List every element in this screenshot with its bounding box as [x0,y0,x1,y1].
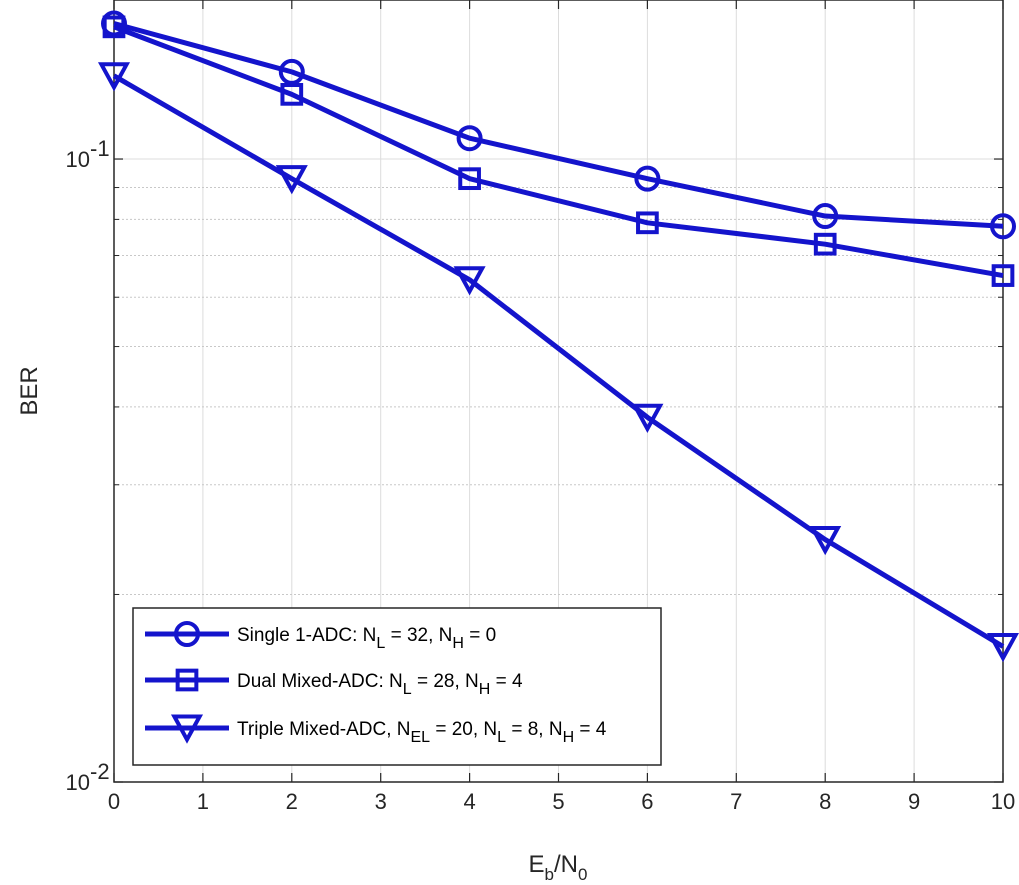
legend-label-text: = 20, N [430,719,497,740]
legend-label: Triple Mixed-ADC, NEL = 20, NL = 8, NH =… [237,719,607,746]
legend-label-text: = 32, N [385,625,452,646]
triangle-down-marker [453,266,486,296]
x-axis-label: Eb/N0 [529,851,588,884]
x-tick-label: 3 [375,789,387,814]
x-tick-label: 8 [819,789,831,814]
legend-label: Single 1-ADC: NL = 32, NH = 0 [237,625,496,652]
triangle-down-marker [809,526,842,556]
x-tick-label: 10 [991,789,1015,814]
x-tick-label: 7 [730,789,742,814]
legend-label-text: Single 1-ADC: N [237,625,376,646]
legend-label-subscript: H [563,729,575,746]
square-marker [813,232,837,256]
square-marker [458,167,481,191]
legend-label-text: Triple Mixed-ADC, N [237,719,411,740]
x-tick-label: 6 [641,789,653,814]
x-axis-label-sep: /N [554,851,578,878]
legend-label-subscript: L [403,681,412,698]
series-line [113,24,1004,279]
legend-item: Dual Mixed-ADC: NL = 28, NH = 4 [145,668,523,698]
series-line [113,21,1004,229]
circle-marker [990,213,1016,240]
legend-label-subscript: EL [411,729,431,746]
y-tick-label: 10 [66,147,90,172]
circle-marker [812,203,839,230]
x-axis-label-main: E [529,851,545,878]
x-tick-label: 2 [286,789,298,814]
x-axis-label-sub1: b [545,865,554,884]
legend-item: Single 1-ADC: NL = 32, NH = 0 [145,621,496,652]
legend-label-text: = 8, N [506,719,563,740]
legend-label-subscript: L [497,729,506,746]
square-marker [280,83,304,106]
triangle-down-marker [170,714,204,744]
legend-label-subscript: H [452,635,464,652]
series-line [112,73,1005,649]
circle-marker [174,621,200,647]
circle-marker [634,165,661,192]
series-3 [97,62,1019,663]
square-marker [636,211,659,235]
circle-marker [278,58,305,85]
x-tick-label: 5 [552,789,564,814]
triangle-down-marker [986,632,1019,663]
y-tick-label: 10 [66,770,90,795]
legend-item: Triple Mixed-ADC, NEL = 20, NL = 8, NH =… [145,714,607,746]
y-tick-label-exponent: -2 [90,759,110,784]
legend-label-text: = 4 [490,671,523,692]
x-tick-label: 0 [108,789,120,814]
x-tick-label: 4 [463,789,475,814]
legend-label-text: Dual Mixed-ADC: N [237,671,403,692]
y-axis-label: BER [16,366,43,415]
legend-label-text: = 28, N [412,671,479,692]
triangle-down-marker [275,165,308,195]
legend-label-text: = 0 [464,625,496,646]
x-tick-label: 1 [197,789,209,814]
x-axis-label-sub2: 0 [578,865,587,884]
square-marker [991,264,1015,287]
legend-label-text: = 4 [574,719,607,740]
series-2 [102,15,1015,287]
legend-label: Dual Mixed-ADC: NL = 28, NH = 4 [237,671,523,698]
triangle-down-marker [97,62,131,92]
y-tick-label-exponent: -1 [90,136,110,161]
legend-label-subscript: H [479,681,491,698]
data-series [97,10,1019,663]
x-tick-label: 9 [908,789,920,814]
square-marker [102,15,126,39]
legend-label-subscript: L [376,635,385,652]
triangle-down-marker [631,403,664,433]
circle-marker [456,125,483,152]
square-marker [175,668,199,692]
